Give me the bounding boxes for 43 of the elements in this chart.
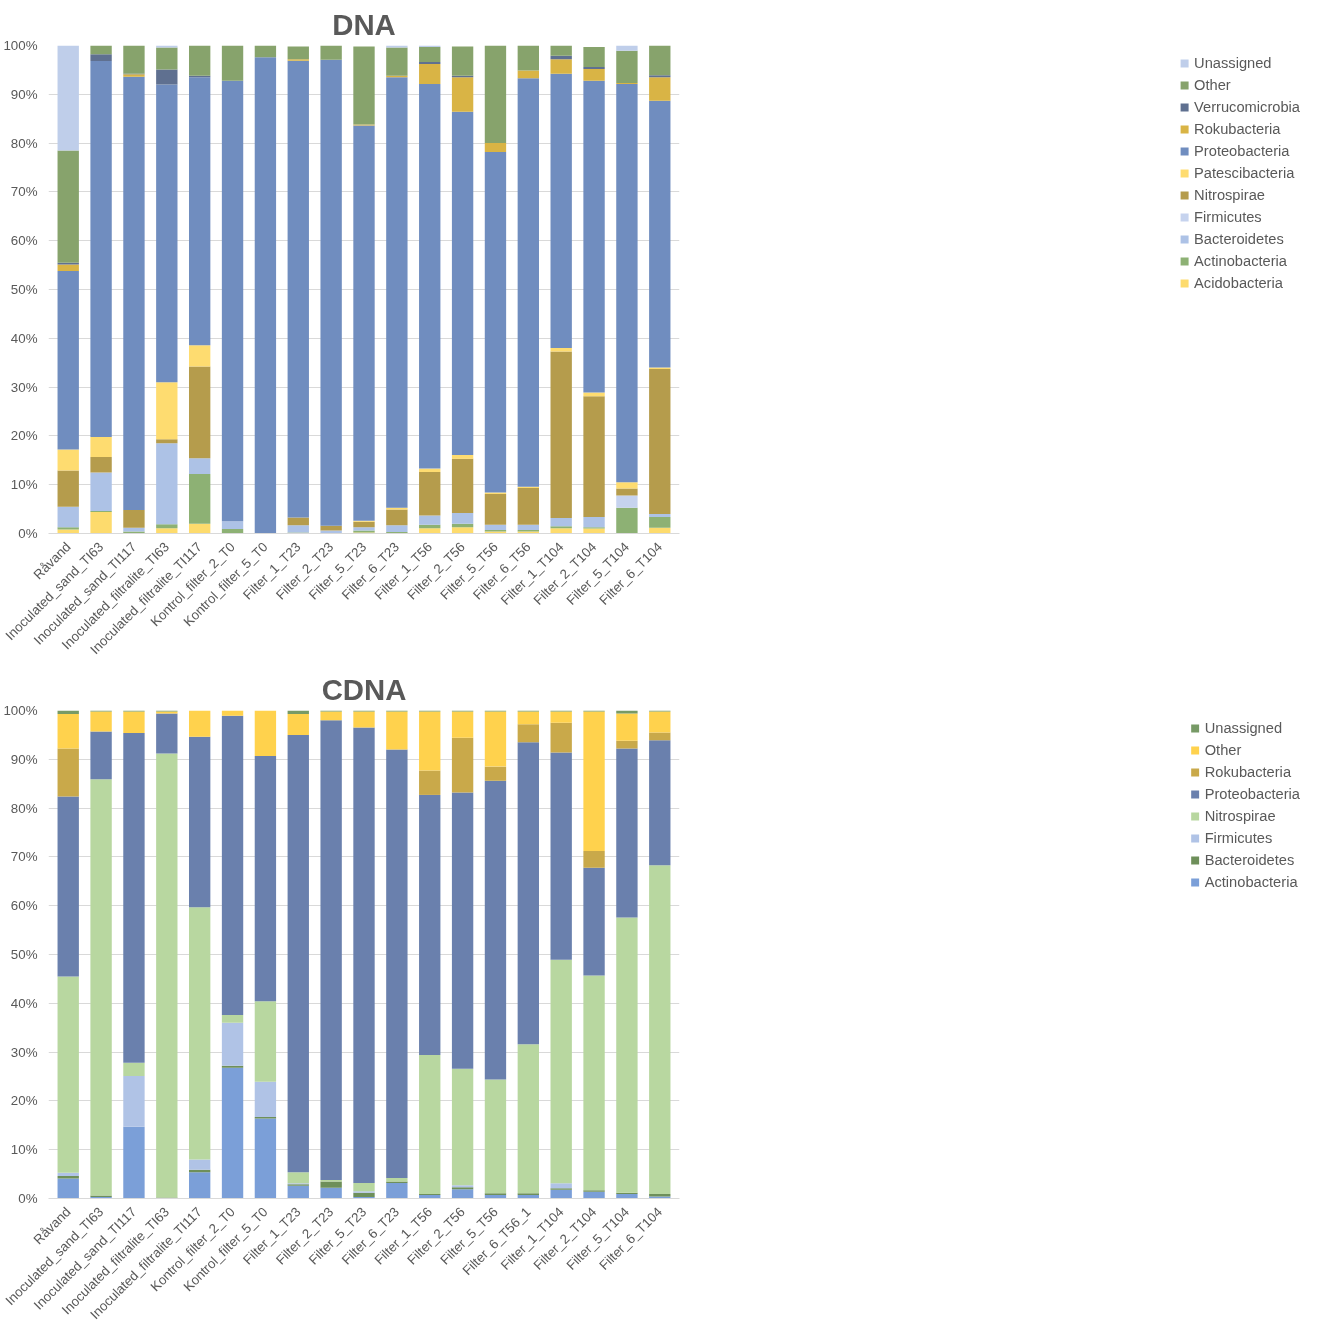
legend-label: Firmicutes — [1204, 830, 1273, 846]
chart-title: CDNA — [321, 672, 407, 706]
y-tick-label: 50% — [10, 947, 38, 962]
y-tick-label: 60% — [10, 233, 38, 249]
legend-label: Other — [1204, 742, 1242, 758]
y-tick-label: 80% — [10, 800, 38, 816]
legend-label: Rokubacteria — [1204, 764, 1292, 780]
y-tick-label: 50% — [10, 282, 38, 297]
legend-label: Acidobacteria — [1194, 275, 1283, 291]
legend-label: Bacteroidetes — [1204, 852, 1295, 868]
legend-label: Rokubacteria — [1194, 121, 1281, 137]
y-tick-label: 10% — [10, 477, 38, 493]
y-tick-label: 30% — [10, 379, 38, 395]
y-tick-label: 80% — [10, 135, 38, 151]
y-tick-label: 70% — [10, 184, 38, 200]
y-tick-label: 10% — [10, 1142, 38, 1158]
y-tick-label: 0% — [18, 1191, 38, 1206]
legend-label: Proteobacteria — [1194, 143, 1290, 159]
y-tick-label: 0% — [18, 526, 38, 541]
legend-label: Unassigned — [1194, 55, 1272, 71]
legend-label: Bacteroidetes — [1194, 231, 1284, 247]
y-tick-label: 90% — [10, 751, 38, 767]
legend-label: Other — [1194, 77, 1231, 93]
y-tick-label: 40% — [10, 995, 38, 1011]
legend-label: Verrucomicrobia — [1194, 99, 1300, 115]
legend-label: Nitrospirae — [1194, 187, 1265, 203]
y-tick-label: 70% — [10, 849, 38, 865]
legend-label: Firmicutes — [1194, 209, 1262, 225]
y-tick-label: 20% — [10, 1093, 38, 1109]
legend-label: Proteobacteria — [1204, 786, 1300, 802]
y-tick-label: 90% — [10, 86, 38, 102]
legend-label: Patescibacteria — [1194, 165, 1295, 181]
legend-label: Nitrospirae — [1204, 808, 1276, 824]
legend-label: Unassigned — [1204, 720, 1283, 736]
y-tick-label: 30% — [10, 1044, 38, 1060]
y-tick-label: 100% — [3, 703, 38, 718]
y-tick-label: 20% — [10, 428, 38, 444]
chart-title: DNA — [332, 7, 396, 41]
y-tick-label: 100% — [3, 38, 38, 53]
y-tick-label: 40% — [10, 330, 38, 346]
legend-label: Actinobacteria — [1194, 253, 1287, 269]
y-tick-label: 60% — [10, 898, 38, 914]
legend-label: Actinobacteria — [1204, 874, 1298, 890]
